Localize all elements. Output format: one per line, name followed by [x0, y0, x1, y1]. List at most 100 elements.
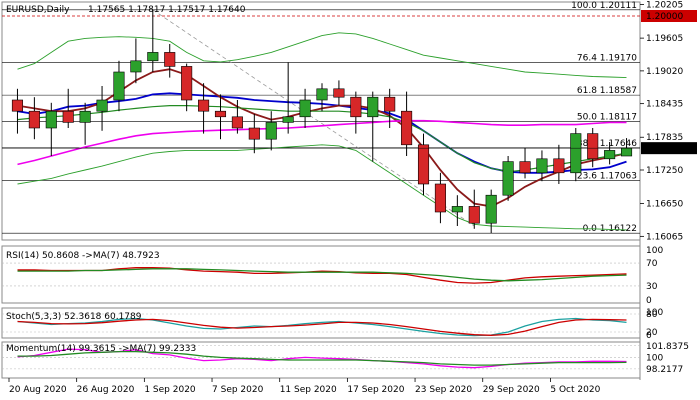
candle[interactable]: [570, 128, 582, 182]
candle[interactable]: [468, 189, 480, 229]
bear-candle-body: [587, 133, 599, 160]
chart-ohlc-readout: 1.17565 1.17817 1.17517 1.17640: [88, 5, 246, 15]
bull-candle-body: [451, 206, 463, 213]
candle[interactable]: [316, 83, 328, 112]
bb-upper-line: [17, 32, 627, 79]
candle[interactable]: [147, 9, 159, 72]
time-axis-label: 26 Aug 2020: [77, 385, 135, 395]
candle[interactable]: [130, 38, 142, 84]
candle[interactable]: [62, 88, 74, 128]
price-axis-label: 1.17835: [646, 133, 683, 143]
candle[interactable]: [45, 102, 57, 156]
bb-lower-line: [17, 144, 627, 231]
current-price-tag-text: 1.17640: [646, 144, 683, 154]
chart-symbol-title: EURUSD,Daily: [6, 5, 70, 15]
candle[interactable]: [553, 144, 565, 184]
price-axis-label: 1.16650: [646, 200, 683, 210]
round-level-tag: [641, 10, 697, 22]
bear-candle-body: [231, 116, 243, 129]
stoch-axis-label: 20: [646, 328, 658, 338]
bull-candle-body: [79, 110, 91, 123]
candle[interactable]: [587, 128, 599, 168]
candle[interactable]: [248, 114, 260, 154]
time-axis-label: 23 Sep 2020: [415, 385, 472, 395]
candle[interactable]: [113, 60, 125, 112]
time-axis-label: 17 Sep 2020: [347, 385, 404, 395]
bull-candle-body: [96, 99, 108, 112]
candle[interactable]: [282, 62, 294, 134]
candle[interactable]: [367, 91, 379, 162]
candle[interactable]: [502, 156, 514, 201]
stoch-series-line: [17, 317, 627, 337]
bear-candle-body: [417, 144, 430, 185]
momentum-axis-label: 100: [646, 353, 663, 363]
candle[interactable]: [519, 147, 531, 179]
candle[interactable]: [181, 63, 193, 112]
rsi-axis-label: 100: [646, 246, 663, 256]
bear-candle-body: [248, 127, 260, 140]
bull-candle-body: [130, 60, 142, 73]
bull-candle-body: [113, 71, 125, 101]
round-level-tag-text: 1.20000: [646, 12, 683, 22]
fib-trendline: [152, 9, 475, 227]
fib-level-label: 23.6 1.17063: [577, 171, 637, 181]
rsi-panel-title: RSI(14) 50.8608 ->MA(7) 48.7923: [6, 251, 160, 261]
candle[interactable]: [96, 86, 108, 131]
bear-candle-body: [401, 110, 413, 146]
time-axis-label: 5 Oct 2020: [550, 385, 600, 395]
bull-candle-body: [367, 96, 379, 118]
candle[interactable]: [604, 142, 616, 165]
momentum-axis-label: 101.8375: [646, 342, 689, 352]
candle[interactable]: [265, 111, 277, 151]
bull-candle-body: [282, 116, 294, 123]
stoch-axis-label: 80: [646, 310, 658, 320]
candle[interactable]: [28, 97, 40, 140]
bull-candle-body: [299, 99, 311, 118]
time-axis-label: 29 Sep 2020: [483, 385, 540, 395]
bear-candle-body: [164, 52, 176, 67]
candle[interactable]: [417, 133, 430, 196]
bull-candle-body: [502, 161, 514, 196]
candle[interactable]: [164, 44, 176, 78]
bull-candle-body: [265, 122, 277, 140]
candle[interactable]: [231, 100, 243, 134]
bear-candle-body: [333, 88, 345, 98]
bull-candle-body: [147, 52, 159, 62]
candle[interactable]: [333, 80, 345, 106]
candle[interactable]: [299, 88, 311, 128]
bear-candle-body: [350, 96, 362, 118]
time-axis-label: 20 Aug 2020: [9, 385, 67, 395]
bull-candle-body: [485, 194, 497, 224]
candle[interactable]: [79, 102, 91, 145]
candle[interactable]: [401, 91, 413, 156]
candle[interactable]: [214, 94, 227, 140]
current-price-tag: [641, 142, 697, 155]
candle[interactable]: [350, 91, 362, 134]
candle[interactable]: [485, 189, 497, 234]
candle[interactable]: [536, 150, 548, 182]
fib-level-label: 76.4 1.19170: [577, 53, 637, 63]
candle[interactable]: [434, 172, 446, 224]
price-axis-label: 1.19020: [646, 67, 683, 77]
time-axis-label: 7 Sep 2020: [212, 385, 264, 395]
bull-candle-body: [45, 110, 57, 129]
ma-long-line: [17, 119, 627, 166]
rsi-axis-label: 70: [646, 259, 658, 269]
stoch-axis-label: 0: [646, 331, 652, 341]
bear-candle-body: [62, 110, 74, 123]
time-axis-label: 11 Sep 2020: [280, 385, 337, 395]
fib-level-label: 38.2 1.17646: [577, 139, 637, 149]
rsi-axis-label: 0: [646, 296, 652, 306]
candle[interactable]: [11, 88, 24, 134]
bear-candle-body: [198, 99, 210, 112]
candle[interactable]: [451, 195, 463, 226]
candle[interactable]: [198, 83, 210, 134]
bull-candle-body: [536, 158, 548, 174]
momentum-panel-title: Momentum(14) 99.3615 ->MA(7) 99.2333: [6, 344, 196, 354]
price-axis-label: 1.16065: [646, 232, 683, 242]
bear-candle-body: [214, 110, 227, 118]
candle[interactable]: [384, 88, 396, 128]
bear-candle-body: [519, 161, 531, 174]
